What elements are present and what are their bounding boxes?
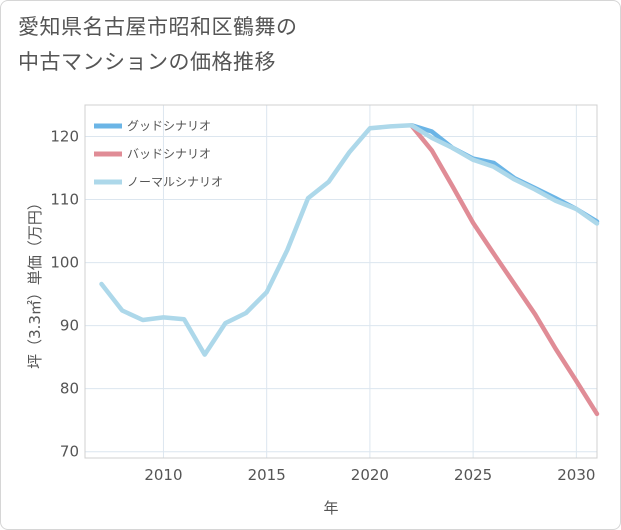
tick-labels: 2010 2015 2020 2025 2030 70 80 90 100 110 120: [50, 128, 595, 484]
plot-area-border: [84, 104, 598, 459]
title-line-1: 愛知県名古屋市昭和区鶴舞の: [18, 15, 298, 39]
x-tick-2030: 2030: [557, 466, 595, 484]
y-tick-120: 120: [50, 128, 79, 146]
x-tick-2010: 2010: [144, 466, 182, 484]
y-axis-label: 坪（3.3㎡）単価（万円）: [26, 195, 44, 369]
y-tick-90: 90: [60, 317, 79, 335]
x-axis-label: 年: [323, 499, 338, 517]
legend-label-1: バッドシナリオ: [127, 147, 211, 161]
chart-title: 愛知県名古屋市昭和区鶴舞の 中古マンションの価格推移: [18, 10, 298, 80]
legend-label-2: ノーマルシナリオ: [127, 175, 223, 189]
x-tick-2020: 2020: [351, 466, 389, 484]
series-group: [99, 122, 600, 417]
y-tick-110: 110: [50, 191, 79, 209]
x-tick-2015: 2015: [248, 466, 286, 484]
x-tick-2025: 2025: [454, 466, 492, 484]
y-tick-80: 80: [60, 380, 79, 398]
series-line-2: [99, 122, 600, 357]
legend-label-0: グッドシナリオ: [127, 119, 211, 133]
series-line-1: [408, 122, 600, 417]
grid: [85, 105, 597, 458]
y-tick-70: 70: [60, 443, 79, 461]
y-tick-100: 100: [50, 254, 79, 272]
title-line-2: 中古マンションの価格推移: [18, 50, 276, 74]
